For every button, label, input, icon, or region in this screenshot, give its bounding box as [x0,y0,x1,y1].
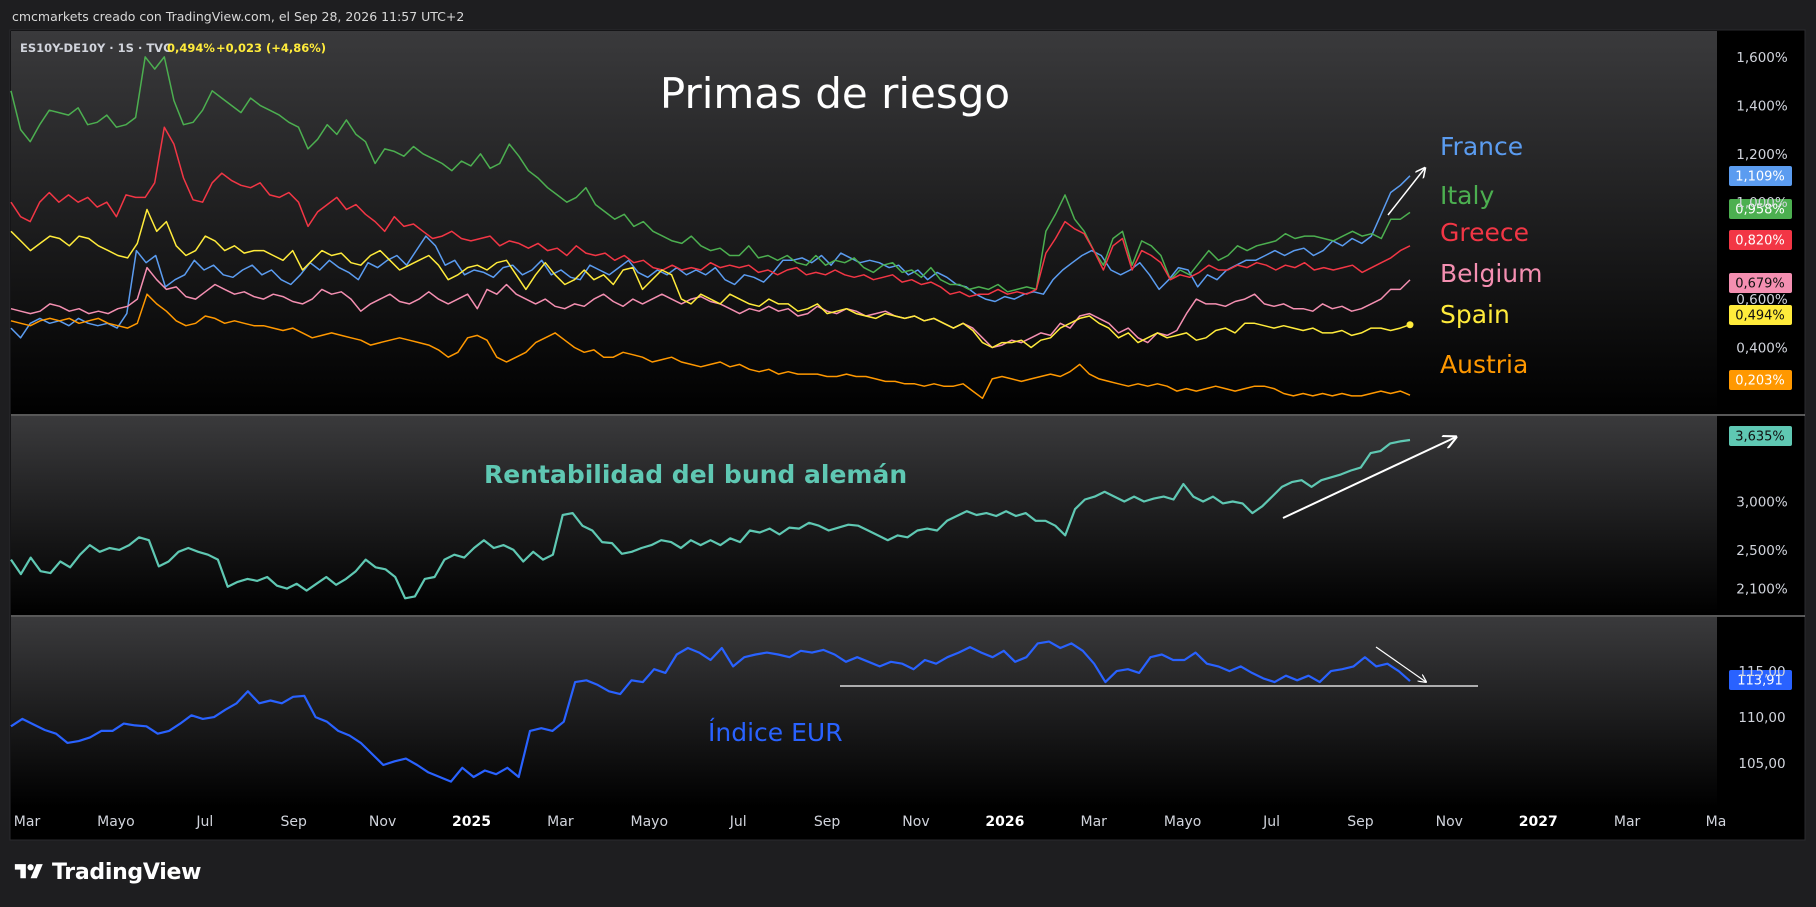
x-tick-label: Mayo [97,814,135,830]
series-line-austria[interactable] [10,293,1411,400]
bund-annotation: Rentabilidad del bund alemán [484,460,907,489]
legend-belgium: Belgium [1440,259,1543,288]
x-tick-label: Sep [280,814,307,830]
y-tick-label: 0,400% [1736,340,1788,356]
x-tick-label: Sep [1347,814,1374,830]
series-line-greece[interactable] [10,126,1411,298]
brand-name: TradingView [52,859,202,885]
x-tick-label: Nov [369,814,396,830]
x-tick-label: Jul [1262,814,1280,830]
last-price-badge [1729,670,1792,690]
y-tick-label: 0,600% [1736,292,1788,308]
last-price-badge [1729,199,1792,219]
y-tick-label: 115,00 [1738,664,1785,680]
pane-1-background [11,31,1717,415]
chart-credit: cmcmarkets creado con TradingView.com, e… [12,9,465,24]
y-tick-label: 2,100% [1736,582,1788,598]
last-price-label: 0,203% [1735,374,1785,389]
last-price-label: 0,958% [1735,203,1785,218]
x-tick-label: Mar [1614,814,1641,830]
y-tick-label: 1,200% [1736,147,1788,163]
y-tick-label: 110,00 [1738,710,1785,726]
x-tick-label: Mar [1081,814,1108,830]
y-tick-label: 1,000% [1736,195,1788,211]
y-tick-label: 1,600% [1736,50,1788,66]
x-tick-label: Mayo [1164,814,1202,830]
bund-pane[interactable] [10,438,1411,600]
time-axis[interactable]: Mar Mayo Jul Sep Nov 2025 Mar Mayo Jul Sep Nov 2026… [14,814,1727,830]
last-value: 0,494% [167,41,215,55]
last-price-label: 3,635% [1735,430,1785,445]
last-price-badge [1729,426,1792,446]
series-line-france[interactable] [10,175,1411,339]
last-price-label: 0,679% [1735,277,1785,292]
x-tick-label: Ma [1706,814,1727,830]
x-tick-label: 2026 [985,814,1024,830]
pane-2-background [11,416,1717,614]
trend-arrow [1282,437,1456,519]
price-axis[interactable]: 1,109% 0,958% 0,820% 0,679% 0,494% 0,203% 1,60… [1729,50,1792,772]
x-tick-label: Mayo [631,814,669,830]
last-price-badge [1729,305,1792,325]
change-value: +0,023 (+4,86%) [216,41,326,55]
spreads-pane[interactable]: France Italy Greece Belgium Spain Austria [10,56,1543,400]
x-tick-label: Mar [547,814,574,830]
legend-austria: Austria [1440,350,1528,379]
y-tick-label: 1,400% [1736,98,1788,114]
last-point-marker [1406,321,1414,329]
last-price-badge [1729,273,1792,293]
legend-france: France [1440,132,1523,161]
trend-arrow [1375,646,1426,682]
tradingview-logo-icon [14,864,43,879]
last-price-badge [1729,166,1792,186]
last-price-badge [1729,230,1792,250]
x-tick-label: Jul [195,814,213,830]
tradingview-logo[interactable]: TradingView [12,858,201,886]
last-price-badge [1729,370,1792,390]
series-line-belgium[interactable] [10,266,1411,349]
legend-spain: Spain [1440,300,1510,329]
x-tick-label: 2025 [452,814,491,830]
x-tick-label: 2027 [1519,814,1558,830]
y-tick-label: 3,000% [1736,494,1788,510]
symbol-label[interactable]: ES10Y-DE10Y · 1S · TVC [20,41,172,55]
x-tick-label: Mar [14,814,41,830]
x-tick-label: Jul [729,814,747,830]
legend-italy: Italy [1440,181,1494,210]
last-price-label: 1,109% [1735,170,1785,185]
eur-annotation: Índice EUR [708,718,843,747]
y-tick-label: 2,500% [1736,543,1788,559]
series-line-italy[interactable] [10,56,1411,293]
eur-pane[interactable] [10,640,1411,783]
x-tick-label: Nov [902,814,929,830]
trend-arrow [1387,168,1425,216]
series-line-spain[interactable] [10,208,1411,349]
last-price-label: 0,494% [1735,309,1785,324]
last-price-label: 113,91 [1737,674,1783,689]
x-tick-label: Nov [1436,814,1463,830]
chart-title: Primas de riesgo [660,69,1010,118]
series-line-rentabilidad-del-bund-alem-n[interactable] [10,438,1411,600]
pane-3-background [11,617,1717,807]
x-tick-label: Sep [814,814,841,830]
y-tick-label: 105,00 [1738,756,1785,772]
legend-greece: Greece [1440,218,1529,247]
last-price-label: 0,820% [1735,234,1785,249]
series-line--ndice-eur[interactable] [10,640,1411,783]
